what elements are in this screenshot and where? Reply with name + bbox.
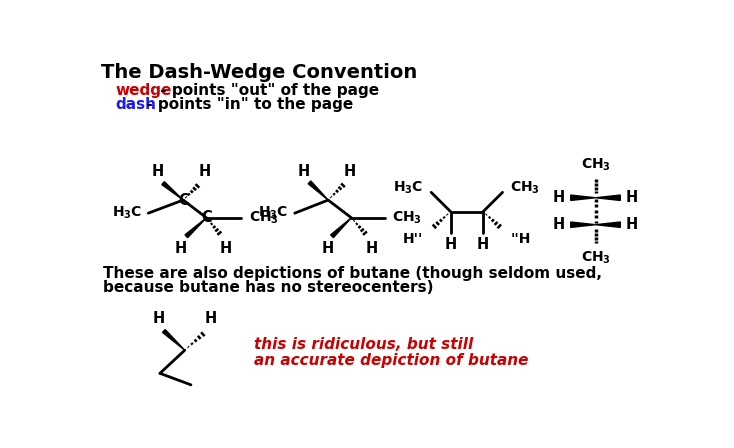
Text: H: H (366, 241, 378, 256)
Polygon shape (571, 195, 595, 200)
Text: H: H (445, 237, 457, 252)
Text: H: H (204, 311, 217, 326)
Text: $\mathbf{CH_3}$: $\mathbf{CH_3}$ (581, 250, 611, 266)
Text: because butane has no stereocenters): because butane has no stereocenters) (103, 280, 434, 295)
Text: $\mathbf{H_3C}$: $\mathbf{H_3C}$ (393, 180, 424, 196)
Text: this is ridiculous, but still: this is ridiculous, but still (255, 337, 473, 352)
Polygon shape (161, 181, 184, 200)
Text: $\mathbf{CH_3}$: $\mathbf{CH_3}$ (249, 210, 279, 226)
Text: The Dash-Wedge Convention: The Dash-Wedge Convention (101, 63, 418, 82)
Text: H: H (553, 190, 565, 205)
Polygon shape (185, 218, 206, 238)
Text: H: H (175, 241, 187, 256)
Text: wedge: wedge (115, 83, 171, 98)
Text: $\mathbf{CH_3}$: $\mathbf{CH_3}$ (510, 180, 540, 196)
Text: an accurate depiction of butane: an accurate depiction of butane (255, 353, 529, 367)
Polygon shape (330, 218, 352, 237)
Text: H: H (553, 217, 565, 232)
Text: H: H (219, 241, 232, 256)
Polygon shape (571, 222, 595, 228)
Text: H'': H'' (403, 233, 424, 246)
Text: dash: dash (115, 97, 156, 112)
Text: $\mathbf{CH_3}$: $\mathbf{CH_3}$ (581, 157, 611, 173)
Text: $\mathbf{H_3C}$: $\mathbf{H_3C}$ (112, 205, 142, 221)
Text: ''H: ''H (510, 233, 531, 246)
Text: - points "in" to the page: - points "in" to the page (141, 97, 353, 112)
Polygon shape (308, 181, 328, 200)
Text: H: H (321, 241, 333, 256)
Text: H: H (152, 311, 164, 326)
Polygon shape (162, 330, 185, 350)
Text: H: H (625, 217, 638, 232)
Text: C: C (178, 193, 189, 207)
Text: C: C (201, 210, 212, 225)
Polygon shape (595, 195, 620, 200)
Text: H: H (298, 164, 310, 178)
Text: H: H (344, 164, 356, 178)
Text: H: H (477, 237, 490, 252)
Text: $\mathbf{H_3C}$: $\mathbf{H_3C}$ (258, 205, 288, 221)
Text: H: H (199, 164, 211, 179)
Text: - points "out" of the page: - points "out" of the page (156, 83, 379, 98)
Text: $\mathbf{CH_3}$: $\mathbf{CH_3}$ (393, 210, 422, 226)
Text: These are also depictions of butane (though seldom used,: These are also depictions of butane (tho… (103, 266, 603, 280)
Text: H: H (625, 190, 638, 205)
Text: H: H (151, 164, 164, 179)
Polygon shape (595, 222, 620, 228)
